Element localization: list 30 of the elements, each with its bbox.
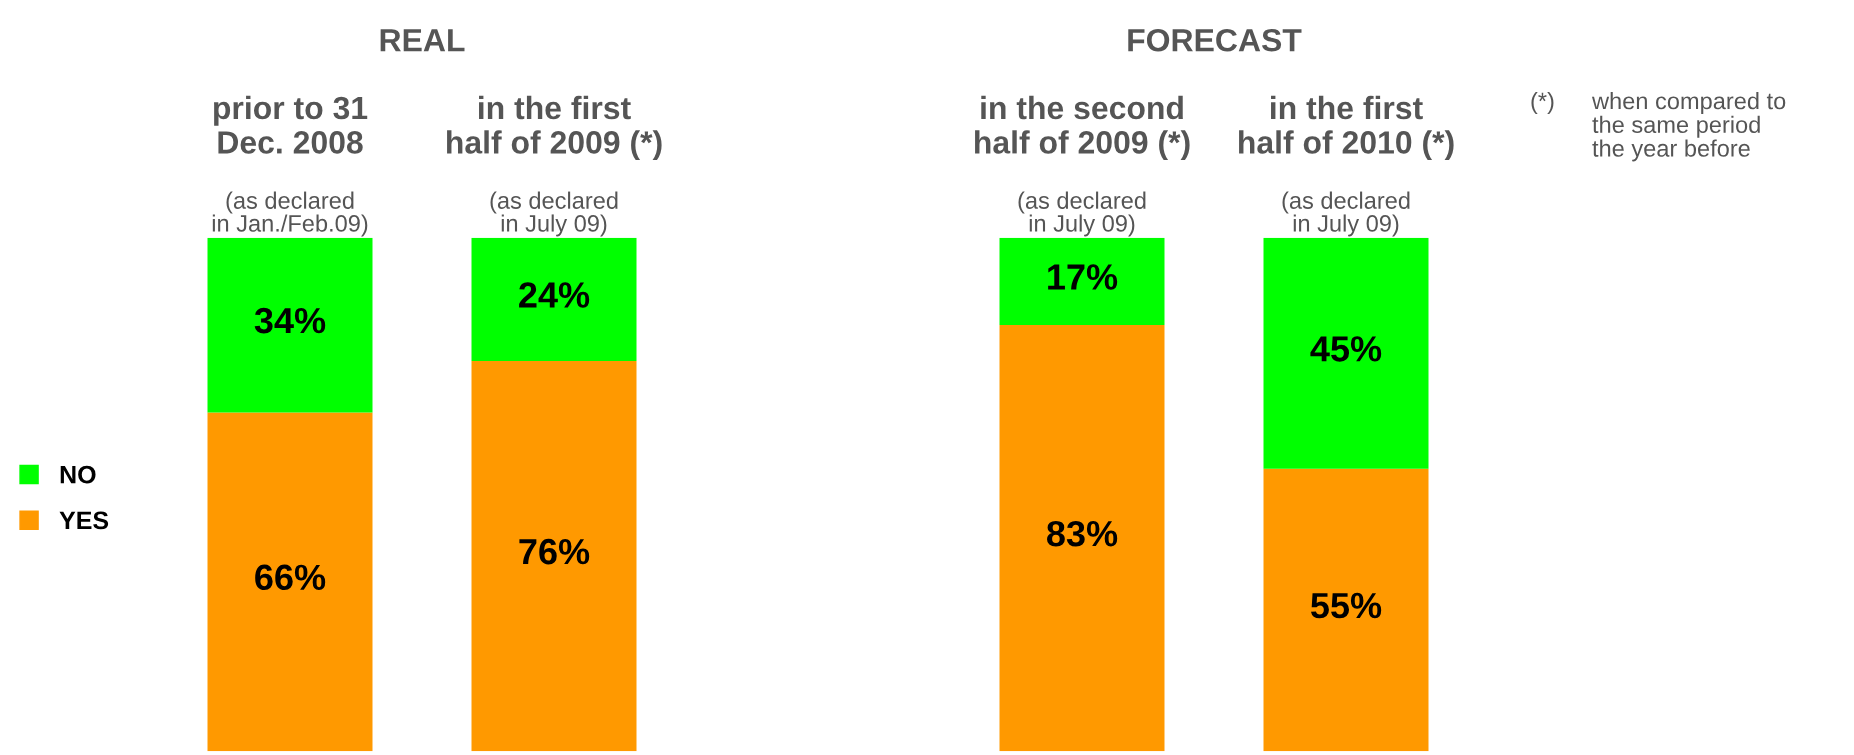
data-label: 24% [519,282,590,308]
legend-label: NO [60,465,96,484]
text: (as declared in July 09) [1018,191,1146,237]
x-tick-label: in the second half of 2009 (*) [975,95,1190,161]
x-tick-label: in the first half of 2009 (*) [447,95,662,161]
bar [1263,468,1429,752]
text: (as declared in July 09) [490,191,618,237]
data-label: 66% [255,564,326,591]
text: REAL [380,29,465,52]
x-tick-label: in the first half of 2010 (*) [1239,95,1454,161]
data-label: 76% [519,538,590,565]
bar [999,325,1165,752]
x-tick-label: prior to 31 Dec. 2008 [214,95,368,154]
legend-label: YES [59,511,109,530]
text: when compared to the same period the year before [1591,92,1786,162]
data-label: 83% [1047,520,1118,547]
data-label: 34% [254,307,326,334]
data-label: 17% [1048,264,1118,290]
text: (as declared in July 09) [1282,191,1410,237]
text: (*) [1531,92,1554,114]
data-label: 45% [1310,336,1382,362]
text: FORECAST [1128,28,1302,52]
bar [999,237,1165,326]
bar [207,237,373,413]
bar [207,412,373,752]
data-label: 55% [1310,592,1382,619]
text: (as declared in Jan./Feb.09) [212,191,368,237]
bar [471,361,637,752]
bar [1263,237,1429,469]
bar [471,237,637,362]
